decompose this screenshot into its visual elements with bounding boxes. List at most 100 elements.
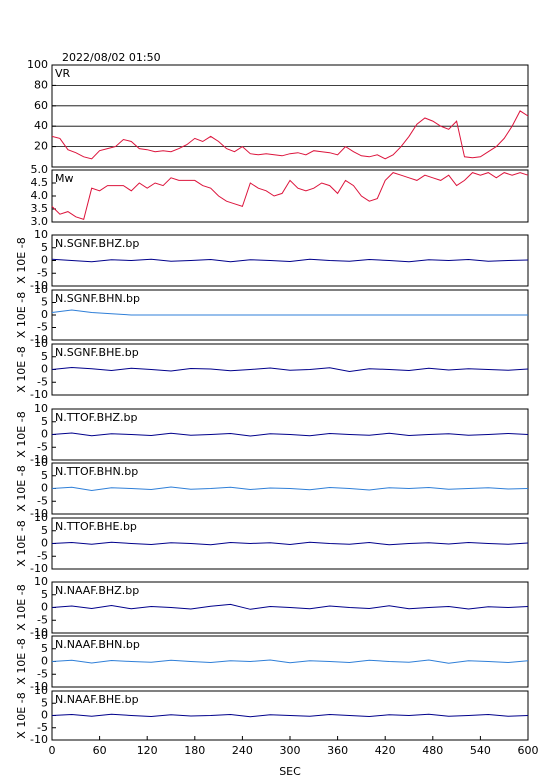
trace — [51, 432, 529, 437]
y-axis-label: X 10E -8 — [15, 584, 28, 630]
panel-label: N.NAAF.BHE.bp — [55, 693, 139, 706]
panel-label: Mw — [55, 172, 74, 185]
y-tick-label: 5 — [41, 524, 48, 537]
y-tick-label: -5 — [37, 667, 48, 680]
y-tick-label: 10 — [34, 456, 48, 469]
y-tick-label: 10 — [34, 228, 48, 241]
y-tick-label: 10 — [34, 402, 48, 415]
y-axis-label: X 10E -8 — [15, 465, 28, 511]
y-tick-label: 3.5 — [31, 202, 49, 215]
panel-label: N.SGNF.BHN.bp — [55, 292, 140, 305]
y-axis-label: X 10E -8 — [15, 346, 28, 392]
y-tick-label: -10 — [30, 279, 48, 292]
y-tick-label: 0 — [41, 709, 48, 722]
y-tick-label: 5 — [41, 469, 48, 482]
y-axis-label: X 10E -8 — [15, 237, 28, 283]
y-tick-label: 10 — [34, 511, 48, 524]
trace — [51, 659, 529, 664]
y-tick-label: 5 — [41, 415, 48, 428]
y-tick-label: 5 — [41, 642, 48, 655]
y-tick-label: 5 — [41, 696, 48, 709]
y-tick-label: 0 — [41, 428, 48, 441]
trace — [51, 486, 529, 492]
y-tick-label: 100 — [27, 58, 48, 71]
y-tick-label: 5 — [41, 296, 48, 309]
y-tick-label: -5 — [37, 549, 48, 562]
x-axis-label: SEC — [279, 765, 301, 778]
panel-label: N.TTOF.BHE.bp — [55, 520, 137, 533]
y-tick-label: 0 — [41, 308, 48, 321]
x-tick-label: 360 — [327, 744, 348, 757]
y-tick-label: 3.0 — [31, 215, 49, 228]
x-tick-label: 300 — [280, 744, 301, 757]
trace — [51, 366, 529, 373]
y-tick-label: -10 — [30, 680, 48, 693]
panel-frame — [51, 64, 529, 168]
y-tick-label: -10 — [30, 733, 48, 746]
y-tick-label: -10 — [30, 562, 48, 575]
y-tick-label: 80 — [34, 78, 48, 91]
y-tick-label: 5 — [41, 588, 48, 601]
y-tick-label: 10 — [34, 629, 48, 642]
x-tick-label: 480 — [422, 744, 443, 757]
trace — [51, 258, 529, 263]
x-tick-label: 0 — [49, 744, 56, 757]
y-tick-label: -5 — [37, 721, 48, 734]
trace — [51, 713, 529, 718]
y-tick-label: -5 — [37, 321, 48, 334]
y-tick-label: 0 — [41, 482, 48, 495]
y-axis-label: X 10E -8 — [15, 411, 28, 457]
x-tick-label: 180 — [184, 744, 205, 757]
y-tick-label: 0 — [41, 655, 48, 668]
x-tick-label: 120 — [137, 744, 158, 757]
y-tick-label: -10 — [30, 453, 48, 466]
trace — [51, 110, 529, 160]
trace — [51, 172, 529, 221]
panel-label: N.SGNF.BHZ.bp — [55, 237, 139, 250]
x-tick-label: 60 — [93, 744, 107, 757]
y-tick-label: -5 — [37, 613, 48, 626]
y-tick-label: -10 — [30, 507, 48, 520]
y-tick-label: -10 — [30, 333, 48, 346]
y-axis-label: X 10E -8 — [15, 292, 28, 338]
y-tick-label: 10 — [34, 684, 48, 697]
x-tick-label: 240 — [232, 744, 253, 757]
y-axis-label: X 10E -8 — [15, 692, 28, 738]
y-tick-label: 5.0 — [31, 163, 49, 176]
y-tick-label: 20 — [34, 140, 48, 153]
y-axis-label: X 10E -8 — [15, 520, 28, 566]
y-tick-label: -10 — [30, 388, 48, 401]
chart-title: 2022/08/02 01:50 — [62, 51, 161, 64]
y-tick-label: -5 — [37, 440, 48, 453]
x-tick-label: 600 — [518, 744, 539, 757]
y-tick-label: 0 — [41, 537, 48, 550]
panel-label: N.SGNF.BHE.bp — [55, 346, 139, 359]
y-tick-label: -10 — [30, 626, 48, 639]
y-tick-label: 40 — [34, 119, 48, 132]
y-tick-label: 4.5 — [31, 176, 49, 189]
y-tick-label: 10 — [34, 575, 48, 588]
y-axis-label: X 10E -8 — [15, 638, 28, 684]
y-tick-label: 10 — [34, 337, 48, 350]
panel-label: N.NAAF.BHZ.bp — [55, 584, 139, 597]
trace — [51, 309, 528, 316]
panel-label: N.NAAF.BHN.bp — [55, 638, 140, 651]
y-tick-label: 60 — [34, 99, 48, 112]
trace — [51, 541, 529, 546]
x-tick-label: 540 — [470, 744, 491, 757]
panel-label: N.TTOF.BHZ.bp — [55, 411, 138, 424]
y-tick-label: -5 — [37, 375, 48, 388]
y-tick-label: 4.0 — [31, 189, 49, 202]
y-tick-label: -5 — [37, 266, 48, 279]
y-tick-label: 5 — [41, 350, 48, 363]
y-tick-label: 0 — [41, 363, 48, 376]
x-tick-label: 420 — [375, 744, 396, 757]
trace — [51, 603, 529, 610]
panel-label: VR — [55, 67, 71, 80]
y-tick-label: -5 — [37, 494, 48, 507]
panel-label: N.TTOF.BHN.bp — [55, 465, 138, 478]
y-tick-label: 0 — [41, 254, 48, 267]
panel-frame — [51, 169, 529, 223]
y-tick-label: 0 — [41, 601, 48, 614]
